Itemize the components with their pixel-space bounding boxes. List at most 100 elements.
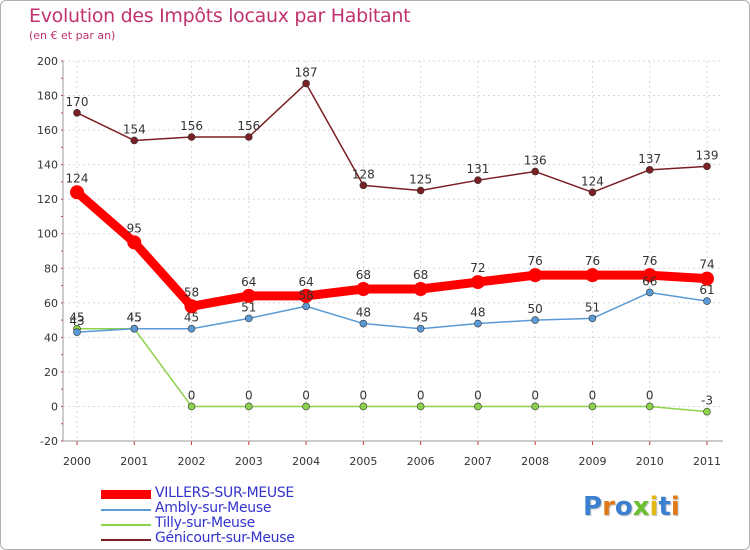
data-point-villers-sur-meuse [356,282,371,296]
data-point-ambly-sur-meuse [130,324,139,333]
data-point-villers-sur-meuse [528,268,543,283]
y-tick-label: 40 [44,331,58,344]
data-label-g-nicourt-sur-meuse: 131 [466,162,489,176]
data-label-tilly-sur-meuse: 0 [474,388,482,402]
x-tick-label: 2010 [636,455,664,468]
data-label-tilly-sur-meuse: 0 [360,388,368,402]
data-point-ambly-sur-meuse [187,324,196,333]
legend-label: Ambly-sur-Meuse [155,500,272,516]
data-point-ambly-sur-meuse [302,302,310,311]
x-tick-label: 2001 [120,455,148,468]
y-tick-label: 0 [51,400,58,413]
data-label-villers-sur-meuse: 68 [413,268,428,282]
y-tick-label: 160 [37,124,58,137]
data-label-tilly-sur-meuse: 45 [69,311,84,325]
data-label-tilly-sur-meuse: 0 [188,388,196,402]
data-label-ambly-sur-meuse: 45 [127,311,142,325]
data-label-tilly-sur-meuse: 0 [417,388,425,402]
data-point-g-nicourt-sur-meuse [73,109,81,117]
data-point-tilly-sur-meuse [245,402,253,411]
x-tick-label: 2008 [521,455,549,468]
data-point-tilly-sur-meuse [474,402,482,411]
data-label-g-nicourt-sur-meuse: 156 [180,119,203,133]
data-label-ambly-sur-meuse: 51 [585,300,600,314]
data-point-tilly-sur-meuse [645,402,654,411]
data-point-tilly-sur-meuse [531,402,539,411]
data-point-g-nicourt-sur-meuse [645,166,654,174]
data-point-ambly-sur-meuse [531,316,539,324]
legend-label: Tilly-sur-Meuse [155,515,255,531]
logo-letter: t [658,492,671,522]
series-line-tilly-sur-meuse [76,327,708,413]
data-point-villers-sur-meuse [241,288,256,303]
proxiti-logo: Proxiti [583,492,680,522]
y-tick-label: 60 [44,297,58,310]
data-label-g-nicourt-sur-meuse: 137 [638,152,661,166]
series-line-ambly-sur-meuse [76,291,708,333]
data-label-tilly-sur-meuse: 0 [302,388,310,402]
data-point-ambly-sur-meuse [359,319,368,328]
data-point-villers-sur-meuse [642,268,657,283]
data-point-g-nicourt-sur-meuse [245,133,253,141]
data-label-ambly-sur-meuse: 43 [69,314,84,328]
data-label-villers-sur-meuse: 124 [66,171,89,185]
data-label-ambly-sur-meuse: 50 [528,302,543,316]
data-label-ambly-sur-meuse: 51 [241,300,256,314]
data-label-tilly-sur-meuse: -3 [701,394,713,408]
data-label-tilly-sur-meuse: 0 [531,388,539,402]
legend-swatch [101,490,151,499]
data-point-g-nicourt-sur-meuse [130,136,139,145]
data-label-villers-sur-meuse: 64 [241,275,256,289]
data-point-g-nicourt-sur-meuse [531,167,539,176]
data-point-villers-sur-meuse [184,299,199,314]
data-label-g-nicourt-sur-meuse: 125 [409,173,432,187]
y-tick-label: 180 [37,90,58,103]
data-label-g-nicourt-sur-meuse: 187 [295,65,318,79]
data-point-tilly-sur-meuse [703,407,711,416]
data-point-g-nicourt-sur-meuse [474,176,482,184]
logo-letter: P [583,492,603,522]
data-label-g-nicourt-sur-meuse: 124 [581,174,604,188]
x-tick-label: 2000 [63,455,91,468]
data-point-villers-sur-meuse [127,235,142,250]
data-label-ambly-sur-meuse: 66 [642,274,657,288]
data-point-tilly-sur-meuse [187,402,196,411]
data-point-g-nicourt-sur-meuse [703,162,711,171]
data-label-villers-sur-meuse: 58 [184,285,199,299]
data-label-villers-sur-meuse: 74 [699,258,714,272]
legend-label: Génicourt-sur-Meuse [155,530,295,546]
data-point-villers-sur-meuse [299,288,314,303]
data-point-tilly-sur-meuse [359,402,368,411]
y-tick-label: 100 [37,228,58,241]
chart-title: Evolution des Impôts locaux par Habitant [29,5,411,27]
data-point-villers-sur-meuse [70,185,84,200]
data-label-tilly-sur-meuse: 45 [127,311,142,325]
y-tick-label: 200 [37,55,58,68]
data-label-g-nicourt-sur-meuse: 156 [237,119,260,133]
data-label-g-nicourt-sur-meuse: 154 [123,122,146,136]
chart-subtitle: (en € et par an) [29,29,116,42]
data-point-g-nicourt-sur-meuse [302,79,310,88]
data-label-villers-sur-meuse: 72 [470,261,485,275]
logo-letter: o [614,492,633,522]
data-label-tilly-sur-meuse: 0 [245,388,253,402]
x-tick-label: 2005 [349,455,377,468]
data-label-ambly-sur-meuse: 48 [356,306,371,320]
data-label-villers-sur-meuse: 64 [298,275,313,289]
data-point-tilly-sur-meuse [302,402,310,411]
series-line-villers-sur-meuse [72,187,712,311]
data-point-g-nicourt-sur-meuse [588,188,597,197]
data-label-ambly-sur-meuse: 58 [298,288,313,302]
data-label-villers-sur-meuse: 95 [127,221,142,235]
data-point-ambly-sur-meuse [645,288,654,297]
data-label-g-nicourt-sur-meuse: 170 [66,95,89,109]
data-label-ambly-sur-meuse: 48 [470,306,485,320]
data-point-g-nicourt-sur-meuse [416,186,425,195]
data-label-villers-sur-meuse: 68 [356,268,371,282]
data-point-ambly-sur-meuse [73,328,81,336]
data-point-villers-sur-meuse [413,282,428,296]
x-tick-label: 2006 [407,455,435,468]
data-label-tilly-sur-meuse: 0 [646,388,654,402]
